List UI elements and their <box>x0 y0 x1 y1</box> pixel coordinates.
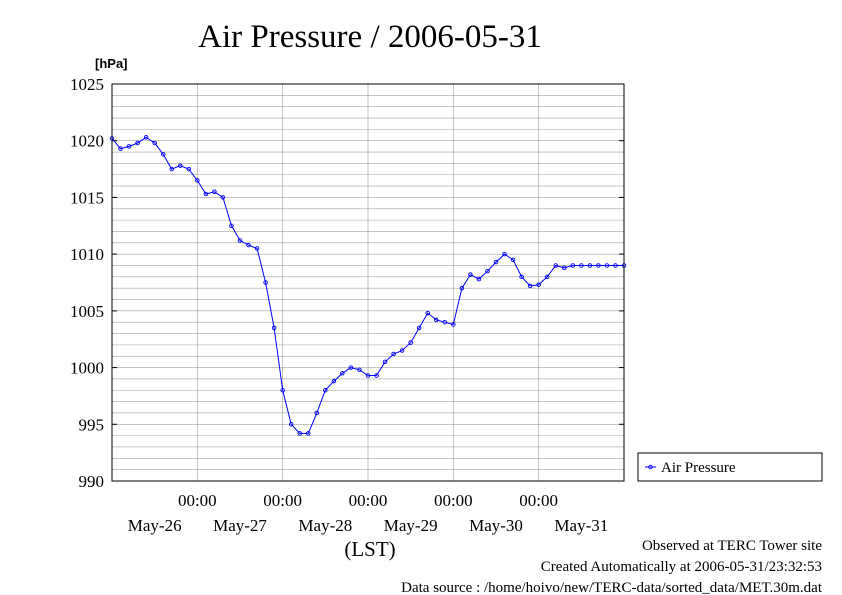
data-point <box>152 140 157 146</box>
data-point <box>442 319 448 325</box>
data-point <box>254 246 260 251</box>
data-point <box>468 272 473 277</box>
series-layer <box>109 135 627 436</box>
data-point <box>357 367 362 373</box>
data-point <box>169 166 174 172</box>
data-point <box>613 263 618 268</box>
data-point <box>263 280 268 285</box>
x-date-tick-label: May-26 <box>128 516 182 535</box>
data-point <box>348 365 354 370</box>
data-point <box>374 373 379 378</box>
data-point <box>297 431 302 436</box>
data-point <box>271 325 277 331</box>
data-point <box>288 422 294 427</box>
data-point <box>195 178 200 183</box>
data-point <box>331 378 337 384</box>
data-point <box>434 317 439 323</box>
y-tick-label: 1020 <box>70 132 104 151</box>
data-point <box>451 322 456 327</box>
footer-site-note: Observed at TERC Tower site <box>642 538 822 554</box>
data-point <box>280 388 285 393</box>
y-tick-label: 1000 <box>70 359 104 378</box>
x-time-tick-label: 00:00 <box>178 491 217 510</box>
data-point <box>399 348 405 353</box>
x-date-tick-label: May-29 <box>384 516 438 535</box>
data-point <box>459 285 465 291</box>
data-point <box>391 351 396 357</box>
data-point <box>314 410 320 416</box>
data-point <box>126 144 132 149</box>
x-date-tick-label: May-30 <box>469 516 523 535</box>
data-point <box>579 263 584 268</box>
data-point <box>365 373 371 378</box>
x-time-tick-label: 00:00 <box>263 491 302 510</box>
data-point <box>485 268 490 274</box>
x-time-tick-label: 00:00 <box>349 491 388 510</box>
data-point <box>306 431 311 436</box>
x-date-tick-label: May-28 <box>298 516 352 535</box>
data-point <box>229 223 234 229</box>
chart-title: Air Pressure / 2006-05-31 <box>198 19 542 55</box>
footer-created-note: Created Automatically at 2006-05-31/23:3… <box>541 559 822 575</box>
y-tick-label: 995 <box>79 415 105 434</box>
data-point <box>519 274 524 280</box>
data-point <box>553 263 558 268</box>
data-point <box>596 263 601 268</box>
data-point <box>118 146 123 151</box>
data-point <box>502 251 507 257</box>
grid <box>112 83 624 482</box>
data-point <box>536 282 541 288</box>
y-tick-label: 1025 <box>70 75 104 94</box>
data-point <box>212 189 217 195</box>
legend-box <box>637 452 823 482</box>
x-tick-labels: 00:00 00:00 00:00 00:00 00:00 May-26 May-27 May… <box>128 491 608 535</box>
data-point <box>323 388 328 393</box>
y-tick-label: 1015 <box>70 188 104 207</box>
data-point <box>186 166 192 172</box>
data-point <box>178 163 183 168</box>
y-tick-label: 1010 <box>70 245 104 264</box>
data-point <box>160 152 166 157</box>
data-point <box>416 325 422 331</box>
data-point <box>544 274 550 280</box>
y-tick-label: 990 <box>79 472 105 491</box>
x-time-tick-label: 00:00 <box>434 491 473 510</box>
legend-entry-air-pressure: Air Pressure <box>661 460 736 476</box>
data-point <box>493 259 499 265</box>
data-point <box>562 265 567 271</box>
y-axis-unit-label: [hPa] <box>95 56 128 71</box>
data-point <box>340 370 345 376</box>
x-date-tick-label: May-31 <box>554 516 608 535</box>
y-tick-label: 1005 <box>70 302 104 321</box>
legend: Air Pressure <box>637 452 823 482</box>
x-time-tick-label: 00:00 <box>519 491 558 510</box>
data-point <box>425 310 430 316</box>
data-point <box>237 238 243 243</box>
x-axis-label: (LST) <box>344 537 395 561</box>
x-date-tick-label: May-27 <box>213 516 267 535</box>
data-point <box>604 263 610 268</box>
data-point <box>408 340 413 345</box>
data-point <box>143 135 149 140</box>
data-point <box>220 195 226 200</box>
plot-frame <box>111 83 625 482</box>
series-air-pressure <box>109 135 627 436</box>
series-line <box>111 136 624 434</box>
data-point <box>510 257 516 263</box>
data-point <box>135 140 140 146</box>
data-point <box>382 359 388 365</box>
footer-data-source: Data source : /home/hoivo/new/TERC-data/… <box>401 580 823 595</box>
data-point <box>203 191 209 197</box>
data-point <box>527 283 533 289</box>
data-point <box>570 263 576 268</box>
data-point <box>476 276 482 282</box>
data-point <box>587 263 593 268</box>
y-tick-labels: 990 995 1000 1005 1010 1015 1020 1025 <box>70 75 624 491</box>
legend-marker-swatch <box>648 464 653 470</box>
data-point <box>246 242 251 248</box>
